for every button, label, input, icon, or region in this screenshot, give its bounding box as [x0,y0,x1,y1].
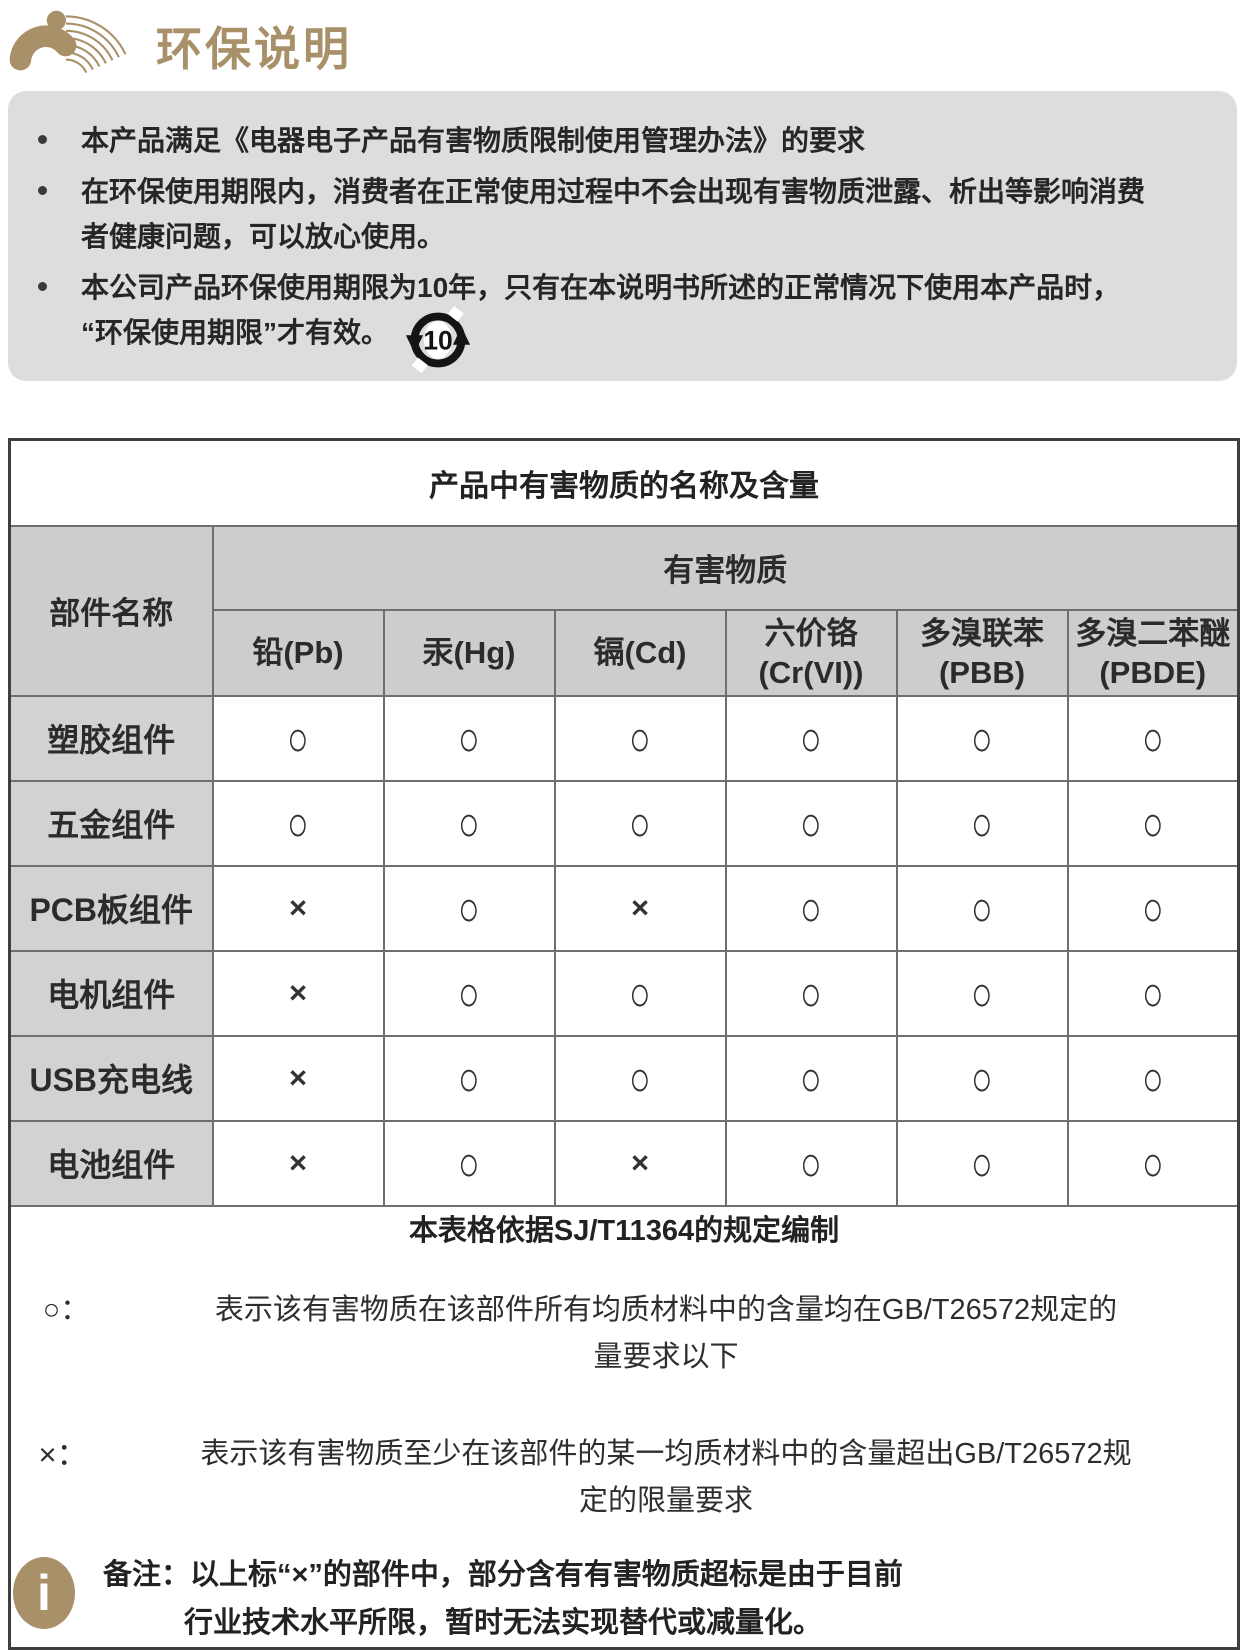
epup-10-icon: 10 [405,305,471,373]
info-icon: i [13,1556,75,1629]
mark-cell: × [211,1119,385,1207]
substance-header: 多溴二苯醚 (PBDE) [1066,608,1240,697]
page-title: 环保说明 [156,23,352,75]
table-row: 塑胶组件 ○ ○ ○ ○ ○ ○ [8,694,1240,782]
bullet-dot [38,135,47,144]
x-note-symbol: ×： [38,1436,88,1472]
table-row: 五金组件 ○ ○ ○ ○ ○ ○ [8,779,1240,867]
part-name-cell: PCB板组件 [8,864,214,952]
bullet-item: 在环保使用期限内，消费者在正常使用过程中不会出现有害物质泄露、析出等影响消费 者… [28,169,1207,259]
mark-cell: × [553,864,727,952]
part-col-header: 部件名称 [8,524,214,697]
page-header: 环保说明 [0,0,1245,86]
circle-note: ○： 表示该有害物质在该部件所有均质材料中的含量均在GB/T26572规定的 量… [11,1287,1237,1381]
mark-cell: ○ [1066,779,1240,867]
substance-header: 铅(Pb) [211,608,385,697]
table-row: PCB板组件 × ○ × ○ ○ ○ [8,864,1240,952]
mark-cell: ○ [553,779,727,867]
mark-cell: ○ [724,864,898,952]
mark-cell: ○ [1066,949,1240,1037]
mark-cell: ○ [895,1034,1069,1122]
mark-cell: ○ [553,1034,727,1122]
notes: 本表格依据SJ/T11364的规定编制 ○： 表示该有害物质在该部件所有均质材料… [8,1204,1240,1649]
bullet-dot [38,186,47,195]
substance-header: 镉(Cd) [553,608,727,697]
mark-cell: ○ [382,779,556,867]
mark-cell: ○ [382,694,556,782]
bullet-text: 本产品满足《电器电子产品有害物质限制使用管理办法》的要求 [81,125,866,156]
remark-note: i 备注：以上标“×”的部件中，部分含有有害物质超标是由于目前 行业技术水平所限… [11,1551,1237,1647]
mark-cell: ○ [382,949,556,1037]
mark-cell: ○ [724,1119,898,1207]
part-name-cell: 塑胶组件 [8,694,214,782]
mark-cell: ○ [1066,694,1240,782]
table-basis-note: 本表格依据SJ/T11364的规定编制 [408,1214,840,1247]
bullet-text: 在环保使用期限内，消费者在正常使用过程中不会出现有害物质泄露、析出等影响消费 者… [81,176,1146,252]
mark-cell: ○ [724,1034,898,1122]
mark-cell: ○ [895,1119,1069,1207]
table-row: USB充电线 × ○ ○ ○ ○ ○ [8,1034,1240,1122]
mark-cell: ○ [382,1119,556,1207]
remark-text: 备注：以上标“×”的部件中，部分含有有害物质超标是由于目前 行业技术水平所限，暂… [103,1558,903,1639]
bullet-item: 本公司产品环保使用期限为10年，只有在本说明书所述的正常情况下使用本产品时， “… [28,265,1207,373]
x-note: ×： 表示该有害物质至少在该部件的某一均质材料中的含量超出GB/T26572规 … [11,1431,1237,1525]
intro-box: 本产品满足《电器电子产品有害物质限制使用管理办法》的要求 在环保使用期限内，消费… [8,91,1237,381]
table-title: 产品中有害物质的名称及含量 [8,438,1240,527]
hazards-table: 产品中有害物质的名称及含量 部件名称 有害物质 铅(Pb) 汞(Hg) 镉(Cd… [8,438,1241,1650]
mark-cell: × [211,949,385,1037]
table-row: 电池组件 × ○ × ○ ○ ○ [8,1119,1240,1207]
circle-note-symbol: ○： [42,1293,90,1326]
mark-cell: ○ [553,694,727,782]
hazardous-group-header: 有害物质 [211,524,1240,611]
mark-cell: ○ [553,949,727,1037]
mark-cell: ○ [724,779,898,867]
arc-logo [9,10,127,74]
mark-cell: ○ [1066,1034,1240,1122]
substance-header: 多溴联苯 (PBB) [895,608,1069,697]
mark-cell: ○ [895,864,1069,952]
mark-cell: ○ [1066,864,1240,952]
mark-cell: × [553,1119,727,1207]
mark-cell: ○ [895,694,1069,782]
mark-cell: ○ [1066,1119,1240,1207]
substance-header: 汞(Hg) [382,608,556,697]
part-name-cell: USB充电线 [8,1034,214,1122]
table-row: 电机组件 × ○ ○ ○ ○ ○ [8,949,1240,1037]
mark-cell: ○ [895,949,1069,1037]
mark-cell: ○ [895,779,1069,867]
part-name-cell: 电池组件 [8,1119,214,1207]
mark-cell: ○ [724,694,898,782]
bullet-dot [38,282,47,291]
mark-cell: ○ [211,694,385,782]
mark-cell: × [211,864,385,952]
part-name-cell: 电机组件 [8,949,214,1037]
substance-header: 六价铬 (Cr(VI)) [724,608,898,697]
mark-cell: × [211,1034,385,1122]
mark-cell: ○ [211,779,385,867]
bullet-item: 本产品满足《电器电子产品有害物质限制使用管理办法》的要求 [28,118,1207,163]
bullet-text: 本公司产品环保使用期限为10年，只有在本说明书所述的正常情况下使用本产品时， “… [81,265,1120,373]
mark-cell: ○ [382,1034,556,1122]
mark-cell: ○ [724,949,898,1037]
epup-years: 10 [423,325,453,355]
mark-cell: ○ [382,864,556,952]
part-name-cell: 五金组件 [8,779,214,867]
